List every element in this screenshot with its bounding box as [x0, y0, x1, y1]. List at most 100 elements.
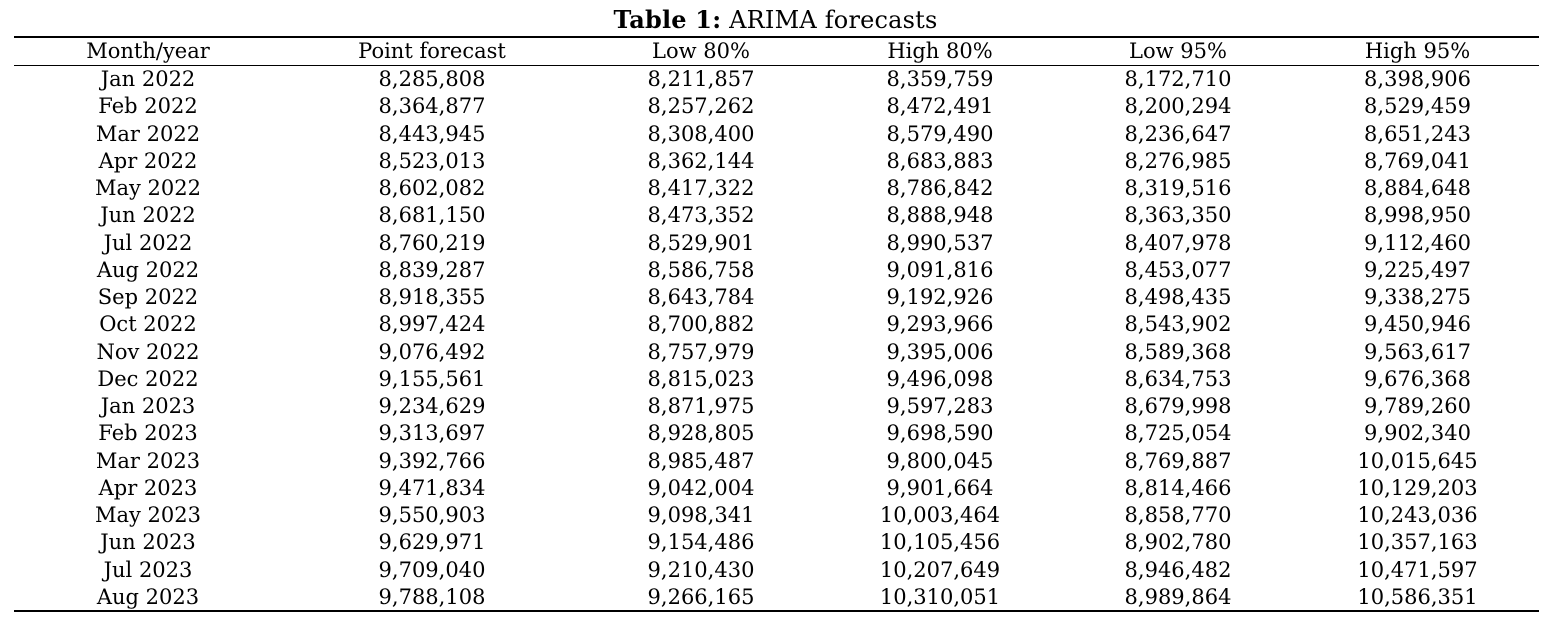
table-row: Sep 2022 8,918,355 8,643,784 9,192,926 8,498…: [14, 284, 1539, 311]
cell-high-80: 8,579,490: [886, 121, 994, 146]
header-low-80: Low 80%: [652, 39, 750, 63]
header-rule: [14, 65, 1539, 66]
cell-low-95: 8,725,054: [1124, 421, 1232, 446]
cell-point-forecast: 9,471,834: [378, 475, 486, 500]
header-high-95: High 95%: [1364, 39, 1471, 63]
caption-title: ARIMA forecasts: [729, 6, 938, 34]
cell-low-80: 8,985,487: [647, 448, 755, 473]
cell-high-95: 8,769,041: [1364, 148, 1471, 173]
table-row: Mar 2022 8,443,945 8,308,400 8,579,490 8,236…: [14, 121, 1539, 148]
cell-high-95: 8,529,459: [1364, 94, 1471, 119]
cell-month-year: Nov 2022: [96, 339, 200, 364]
table-caption: Table 1: ARIMA forecasts: [0, 6, 1551, 35]
cell-high-80: 9,496,098: [886, 366, 994, 391]
table-row: Aug 2023 9,788,108 9,266,165 10,310,051 8,98…: [14, 584, 1539, 611]
header-point-forecast: Point forecast: [358, 39, 506, 63]
cell-low-80: 9,098,341: [647, 503, 755, 527]
table-row: Jul 2023 9,709,040 9,210,430 10,207,649 8,94…: [14, 557, 1539, 584]
cell-low-80: 9,042,004: [647, 475, 755, 500]
cell-point-forecast: 8,760,219: [378, 230, 486, 255]
table-header: Month/year Point forecast Low 80% High 8…: [14, 38, 1539, 65]
table-row: Nov 2022 9,076,492 8,757,979 9,395,006 8,589…: [14, 339, 1539, 366]
top-rule: [14, 36, 1539, 38]
cell-low-80: 8,211,857: [647, 67, 755, 91]
cell-low-80: 8,529,901: [647, 230, 755, 255]
cell-low-95: 8,634,753: [1124, 366, 1232, 391]
cell-high-95: 10,243,036: [1357, 503, 1478, 527]
cell-month-year: May 2023: [94, 503, 201, 527]
header-low-95: Low 95%: [1129, 39, 1227, 63]
cell-month-year: Mar 2023: [95, 448, 201, 473]
cell-low-80: 8,815,023: [647, 366, 755, 391]
cell-low-95: 8,453,077: [1124, 257, 1232, 282]
table-row: Apr 2023 9,471,834 9,042,004 9,901,664 8,814…: [14, 475, 1539, 502]
cell-high-95: 10,586,351: [1357, 584, 1478, 609]
cell-low-95: 8,276,985: [1124, 148, 1232, 173]
cell-low-95: 8,200,294: [1124, 94, 1232, 119]
cell-point-forecast: 9,788,108: [378, 584, 486, 609]
table-row: Jun 2023 9,629,971 9,154,486 10,105,456 8,90…: [14, 529, 1539, 556]
cell-point-forecast: 9,076,492: [378, 339, 486, 364]
cell-high-95: 9,789,260: [1364, 394, 1471, 418]
cell-high-80: 10,105,456: [879, 530, 1001, 555]
cell-low-80: 8,586,758: [647, 257, 755, 282]
cell-month-year: Dec 2022: [97, 366, 199, 391]
cell-high-95: 9,225,497: [1364, 257, 1471, 282]
cell-low-95: 8,319,516: [1124, 176, 1232, 200]
cell-high-80: 9,597,283: [886, 394, 994, 418]
cell-point-forecast: 8,285,808: [378, 67, 486, 91]
cell-point-forecast: 8,839,287: [378, 257, 486, 282]
cell-low-80: 8,362,144: [647, 148, 755, 173]
cell-month-year: Aug 2023: [96, 584, 200, 609]
table-row: Jan 2023 9,234,629 8,871,975 9,597,283 8,679…: [14, 393, 1539, 420]
cell-high-95: 8,651,243: [1364, 121, 1471, 146]
cell-high-80: 10,003,464: [879, 503, 1001, 527]
cell-point-forecast: 9,629,971: [378, 530, 486, 555]
header-month-year: Month/year: [86, 39, 210, 63]
cell-low-80: 8,757,979: [647, 339, 755, 364]
cell-month-year: Mar 2022: [95, 121, 201, 146]
table-row: Apr 2022 8,523,013 8,362,144 8,683,883 8,276…: [14, 148, 1539, 175]
cell-high-80: 8,786,842: [886, 176, 994, 200]
table-row: May 2022 8,602,082 8,417,322 8,786,842 8,319…: [14, 175, 1539, 202]
cell-month-year: Jul 2023: [103, 557, 193, 582]
table-row: Feb 2022 8,364,877 8,257,262 8,472,491 8,200…: [14, 93, 1539, 120]
cell-high-80: 10,310,051: [879, 584, 1001, 609]
cell-high-95: 10,471,597: [1357, 557, 1478, 582]
cell-low-80: 8,643,784: [647, 285, 755, 309]
cell-high-95: 9,450,946: [1364, 312, 1471, 337]
cell-high-95: 9,902,340: [1364, 421, 1471, 446]
cell-high-80: 9,192,926: [886, 285, 994, 309]
cell-month-year: Feb 2023: [98, 421, 198, 446]
cell-low-95: 8,498,435: [1124, 285, 1232, 309]
cell-low-95: 8,858,770: [1124, 503, 1232, 527]
cell-high-95: 9,112,460: [1364, 230, 1471, 255]
cell-high-95: 9,338,275: [1364, 285, 1471, 309]
cell-point-forecast: 8,523,013: [378, 148, 486, 173]
table-row: Dec 2022 9,155,561 8,815,023 9,496,098 8,634…: [14, 366, 1539, 393]
table-row: Jun 2022 8,681,150 8,473,352 8,888,948 8,363…: [14, 202, 1539, 229]
cell-low-95: 8,679,998: [1124, 394, 1232, 418]
cell-low-95: 8,946,482: [1124, 557, 1232, 582]
cell-month-year: May 2022: [94, 176, 201, 200]
cell-low-80: 9,154,486: [647, 530, 755, 555]
table-row: Aug 2022 8,839,287 8,586,758 9,091,816 8,453…: [14, 257, 1539, 284]
table-row: Mar 2023 9,392,766 8,985,487 9,800,045 8,769…: [14, 448, 1539, 475]
cell-high-80: 9,293,966: [886, 312, 994, 337]
cell-high-95: 8,998,950: [1364, 203, 1471, 228]
cell-low-95: 8,543,902: [1124, 312, 1232, 337]
cell-point-forecast: 9,709,040: [378, 557, 486, 582]
cell-month-year: Jul 2022: [103, 230, 193, 255]
cell-point-forecast: 8,602,082: [378, 176, 486, 200]
cell-point-forecast: 8,918,355: [378, 285, 486, 309]
cell-point-forecast: 9,234,629: [378, 394, 486, 418]
cell-month-year: Aug 2022: [96, 257, 200, 282]
table-row: Jul 2022 8,760,219 8,529,901 8,990,537 8,407…: [14, 230, 1539, 257]
cell-month-year: Apr 2023: [98, 475, 198, 500]
cell-month-year: Sep 2022: [97, 285, 199, 309]
cell-high-80: 8,888,948: [886, 203, 994, 228]
cell-high-80: 9,800,045: [886, 448, 994, 473]
cell-point-forecast: 8,681,150: [378, 203, 486, 228]
cell-low-95: 8,989,864: [1124, 584, 1232, 609]
cell-low-80: 9,266,165: [647, 584, 755, 609]
